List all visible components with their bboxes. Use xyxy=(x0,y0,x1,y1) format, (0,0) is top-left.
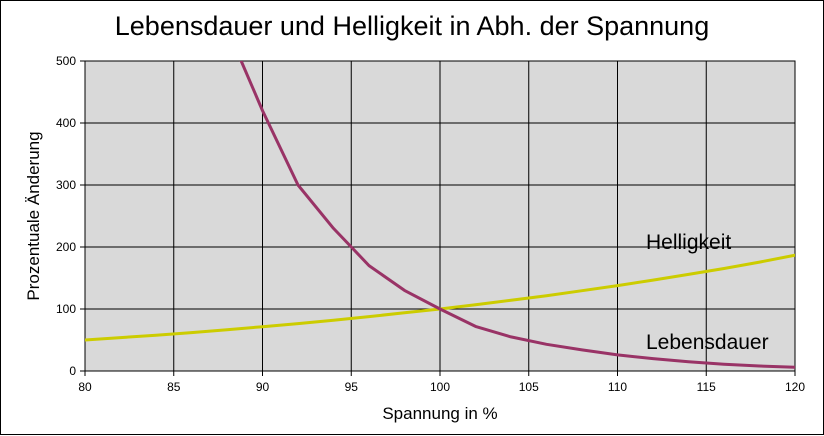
x-tick-label: 90 xyxy=(256,380,270,394)
x-tick-label: 110 xyxy=(608,380,627,394)
x-tick-label: 95 xyxy=(345,380,359,394)
x-tick-label: 105 xyxy=(519,380,539,394)
x-axis-title: Spannung in % xyxy=(382,404,497,423)
x-tick-label: 115 xyxy=(697,380,716,394)
x-tick-label: 80 xyxy=(78,380,92,394)
plot-border xyxy=(84,60,796,372)
chart-title: Lebensdauer und Helligkeit in Abh. der S… xyxy=(114,11,710,41)
y-tick-label: 0 xyxy=(69,364,76,378)
series-line-lebensdauer xyxy=(239,61,795,369)
y-axis-title: Prozentuale Änderung xyxy=(24,131,43,300)
y-tick-label: 400 xyxy=(56,116,76,130)
y-tick-label: 500 xyxy=(56,54,76,68)
series-label-helligkeit: Helligkeit xyxy=(646,231,731,254)
x-tick-label: 85 xyxy=(167,380,181,394)
x-tick-label: 100 xyxy=(430,380,450,394)
series-label-lebensdauer: Lebensdauer xyxy=(646,331,769,354)
y-tick-label: 200 xyxy=(56,240,76,254)
x-tick-label: 120 xyxy=(785,380,805,394)
y-tick-label: 300 xyxy=(56,178,76,192)
y-tick-label: 100 xyxy=(56,302,76,316)
